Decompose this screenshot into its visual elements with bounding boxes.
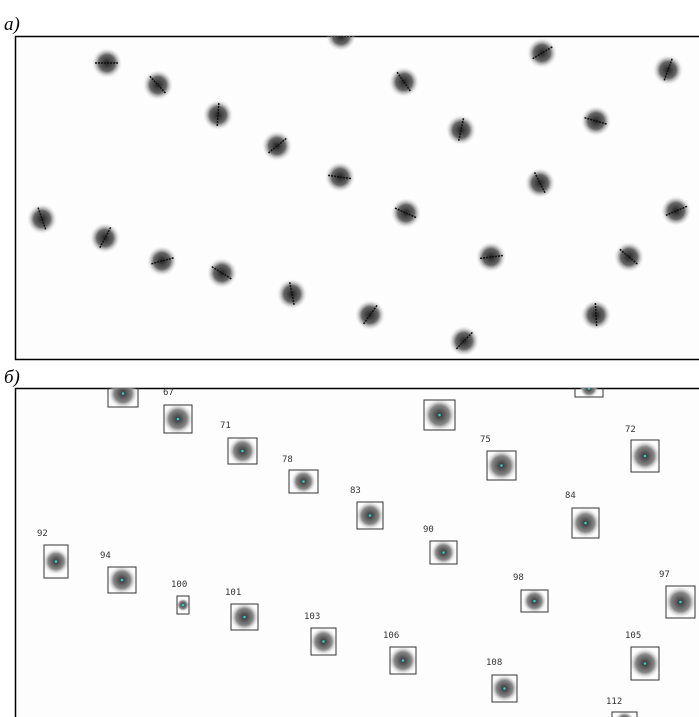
center xyxy=(500,464,503,467)
detection-id: 98 xyxy=(513,573,524,583)
center xyxy=(302,480,305,483)
center xyxy=(533,600,536,603)
center xyxy=(55,560,58,563)
detection-id: 72 xyxy=(625,425,636,435)
center xyxy=(122,392,125,395)
panel-label: а) xyxy=(4,14,20,35)
panel-label: б) xyxy=(4,367,20,388)
center xyxy=(588,387,591,390)
center xyxy=(241,450,244,453)
center xyxy=(402,659,405,662)
blob xyxy=(389,67,419,97)
center xyxy=(644,662,647,665)
detection-id: 103 xyxy=(304,612,320,622)
detection-id: 94 xyxy=(100,551,111,561)
detection-id: 78 xyxy=(282,455,293,465)
detection-id: 112 xyxy=(606,697,622,707)
detection-id: 106 xyxy=(383,631,399,641)
center xyxy=(679,601,682,604)
detection-id: 97 xyxy=(659,570,670,580)
center xyxy=(121,579,124,582)
panel-frame xyxy=(16,389,699,717)
detection-id: 90 xyxy=(423,525,434,535)
center xyxy=(503,687,506,690)
detection-id: 105 xyxy=(625,631,641,641)
detection-id: 84 xyxy=(565,491,576,501)
figure: а) б) 67 71 78 83 75 72 84 90 92 94 100 101 103 106 98… xyxy=(0,0,699,717)
detection-id: 75 xyxy=(480,435,491,445)
center xyxy=(442,551,445,554)
center xyxy=(322,640,325,643)
detection-id: 83 xyxy=(350,486,361,496)
detection-id: 101 xyxy=(225,588,241,598)
detection-id: 100 xyxy=(171,580,187,590)
detection-id: 67 xyxy=(163,388,174,398)
center xyxy=(584,522,587,525)
center xyxy=(243,616,246,619)
center xyxy=(182,604,185,607)
detection-id: 92 xyxy=(37,529,48,539)
center xyxy=(177,418,180,421)
detection-id: 71 xyxy=(220,421,231,431)
detection-id: 108 xyxy=(486,658,502,668)
center xyxy=(369,514,372,517)
center xyxy=(438,414,441,417)
center xyxy=(644,455,647,458)
